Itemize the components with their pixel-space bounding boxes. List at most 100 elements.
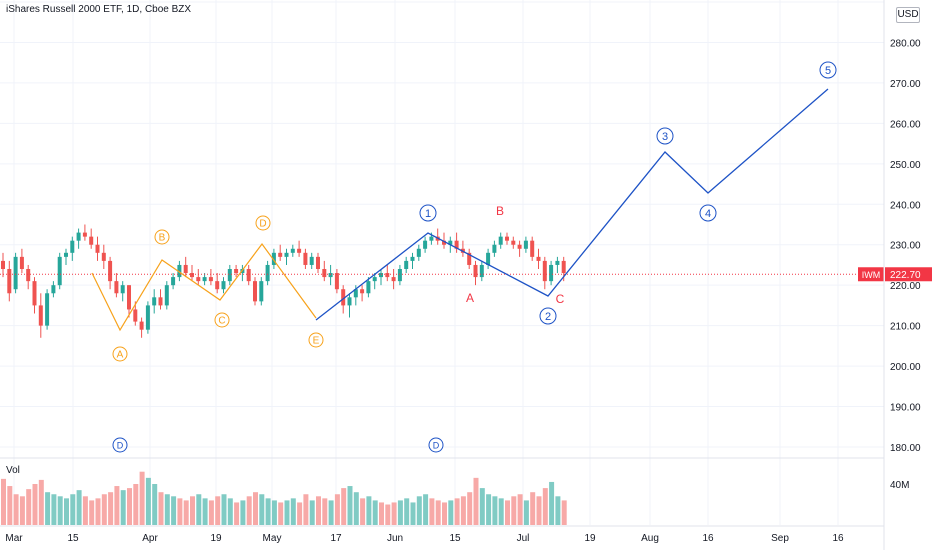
- volume-bar: [19, 496, 25, 525]
- candle-body: [486, 252, 491, 265]
- volume-bar: [177, 498, 183, 525]
- orange-wave-label: B: [159, 233, 166, 244]
- dividend-marker: [428, 437, 444, 453]
- time-tick-label: 19: [210, 533, 222, 544]
- volume-bar: [253, 492, 258, 525]
- volume-bar: [341, 488, 347, 525]
- volume-bar: [379, 502, 384, 525]
- time-tick-label: 17: [330, 533, 342, 544]
- candle-body: [215, 281, 220, 290]
- ticker-tag: [858, 267, 884, 282]
- currency-label[interactable]: USD: [896, 7, 920, 23]
- volume-bar: [183, 500, 189, 525]
- candle-body: [246, 269, 251, 282]
- volume-bar: [95, 498, 101, 525]
- candle-body: [316, 256, 320, 269]
- time-tick-label: Apr: [142, 533, 158, 544]
- volume-bar: [353, 492, 359, 525]
- volume-bar: [448, 500, 454, 525]
- time-tick-label: Jul: [517, 533, 530, 544]
- candle-body: [95, 244, 100, 253]
- price-tick-label: 230.00: [890, 241, 921, 252]
- candle-body: [511, 240, 516, 245]
- volume-bar: [530, 492, 536, 525]
- candle-body: [101, 252, 106, 261]
- candle-body: [152, 297, 157, 306]
- candle-body: [309, 256, 314, 265]
- candle-body: [82, 232, 87, 237]
- time-tick-label: 16: [702, 533, 714, 544]
- blue-wave-circle: [539, 307, 557, 325]
- candle-body: [347, 297, 352, 306]
- volume-bar: [460, 496, 466, 525]
- last-price-value: 222.70: [890, 270, 921, 281]
- volume-bar: [278, 502, 284, 525]
- orange-wave-circle: [112, 346, 128, 362]
- volume-bar: [297, 502, 303, 525]
- volume-bar: [410, 502, 416, 525]
- volume-bar: [76, 490, 82, 525]
- candle-body: [536, 256, 541, 261]
- volume-bar: [328, 500, 334, 525]
- candle-body: [297, 248, 302, 253]
- volume-bar: [536, 496, 542, 525]
- volume-bars: [1, 471, 567, 525]
- volume-bar: [265, 498, 271, 525]
- candle-body: [391, 277, 396, 282]
- volume-bar: [26, 489, 32, 525]
- volume-bar: [208, 500, 214, 525]
- dividend-label: D: [117, 441, 124, 451]
- time-tick-label: Mar: [5, 533, 23, 544]
- volume-bar: [51, 494, 57, 525]
- chart-title: iShares Russell 2000 ETF, 1D, Cboe BZX: [6, 4, 192, 15]
- candle-body: [271, 252, 276, 265]
- candle-body: [423, 240, 428, 249]
- candle-body: [555, 260, 560, 265]
- candle-body: [284, 252, 289, 257]
- volume-bar: [404, 498, 410, 525]
- volume-bar: [435, 500, 441, 525]
- candle-body: [76, 232, 81, 241]
- volume-bar: [196, 494, 202, 525]
- price-tick-label: 180.00: [890, 443, 921, 454]
- blue-wave-line: [315, 88, 829, 321]
- time-tick-label: May: [263, 533, 282, 544]
- volume-bar: [561, 500, 567, 525]
- volume-bar: [70, 494, 76, 525]
- elliott-wave-drawings: IWM 222.70 A B C D E 1 2 3 4 5 A B C D D: [0, 61, 932, 453]
- blue-wave-circle: [419, 204, 437, 222]
- candle-body: [328, 273, 333, 278]
- candle-body: [253, 281, 257, 302]
- volume-bar: [322, 498, 328, 525]
- blue-wave-label: 3: [662, 131, 668, 143]
- volume-bar: [234, 502, 240, 525]
- volume-bar: [366, 496, 372, 525]
- candle-body: [517, 244, 522, 249]
- volume-bar: [442, 502, 447, 525]
- candle-body: [498, 236, 503, 245]
- time-tick-label: Sep: [771, 533, 789, 544]
- candle-body: [290, 248, 295, 253]
- volume-bar: [555, 496, 561, 525]
- candle-body: [32, 281, 37, 306]
- price-tick-label: 210.00: [890, 322, 921, 333]
- red-wave-label: B: [496, 204, 504, 218]
- volume-bar: [303, 494, 309, 525]
- time-tick-label: 15: [449, 533, 461, 544]
- volume-bar: [108, 492, 114, 525]
- candle-body: [38, 305, 43, 326]
- volume-bar: [240, 500, 246, 525]
- candle-body: [164, 285, 169, 306]
- candle-body: [505, 236, 509, 241]
- candle-body: [259, 281, 264, 302]
- volume-bar: [372, 500, 378, 525]
- candle-body: [227, 269, 232, 282]
- candle-body: [322, 269, 327, 278]
- volume-bar: [101, 494, 107, 525]
- volume-bar: [271, 500, 277, 525]
- ticker-tag-label: IWM: [862, 270, 881, 280]
- candle-body: [353, 289, 358, 298]
- volume-bar: [139, 471, 145, 525]
